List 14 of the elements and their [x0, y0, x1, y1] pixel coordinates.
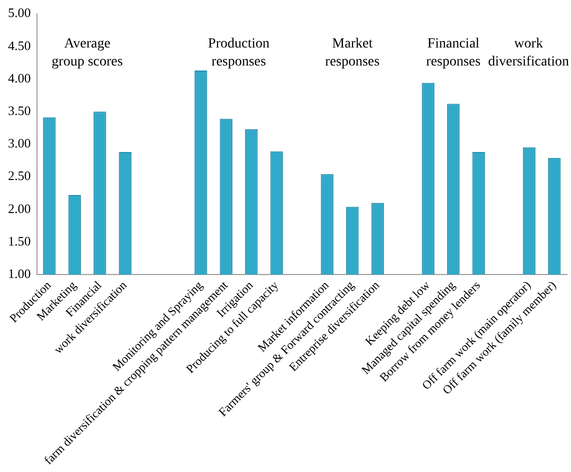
- annotation: Production responses: [208, 36, 270, 70]
- y-tick-label: 4.00: [8, 70, 31, 86]
- y-tick-label: 1.50: [8, 233, 31, 248]
- y-tick-label: 2.50: [8, 168, 31, 184]
- y-tick-label: 3.50: [8, 102, 31, 118]
- annotation: Average group scores: [52, 36, 123, 70]
- y-tick-label: 1.00: [8, 266, 31, 281]
- annotation: Financial responses: [426, 36, 481, 70]
- y-tick-label: 3.00: [8, 136, 31, 151]
- y-tick-label: 4.50: [8, 38, 31, 53]
- annotation: Market responses: [325, 36, 380, 70]
- annotation: work diversification: [488, 36, 570, 70]
- y-tick-label: 5.00: [8, 5, 31, 20]
- y-tick-label: 2.00: [8, 200, 31, 216]
